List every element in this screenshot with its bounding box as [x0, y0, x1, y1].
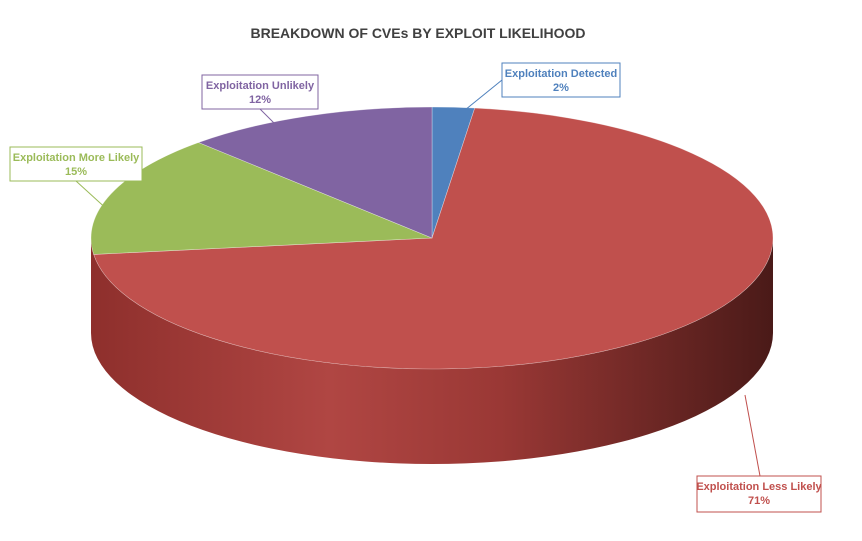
leader-line-less-likely — [744, 394, 761, 477]
pie-side-wall — [91, 238, 773, 464]
callout-labels: Exploitation Detected 2% Exploitation Less… — [9, 62, 823, 513]
callout-name-detected: Exploitation Detected — [505, 68, 617, 80]
pie-slice-exploitation-unlikely — [197, 106, 433, 239]
callout-box-less-likely — [696, 475, 822, 513]
pie-slice-exploitation-more-likely — [90, 142, 433, 255]
leader-line-detected — [464, 79, 503, 111]
callout-name-less-likely: Exploitation Less Likely — [696, 481, 822, 493]
pie-slices — [90, 106, 774, 370]
callout-leader-lines — [75, 79, 761, 477]
callout-value-unlikely: 12% — [249, 94, 271, 106]
callout-box-detected — [501, 62, 621, 98]
callout-name-unlikely: Exploitation Unlikely — [206, 80, 315, 92]
callout-value-less-likely: 71% — [748, 495, 770, 507]
callout-name-more-likely: Exploitation More Likely — [13, 152, 140, 164]
leader-line-more-likely — [75, 180, 111, 213]
pie-slice-exploitation-less-likely — [93, 107, 774, 370]
callout-value-detected: 2% — [553, 82, 569, 94]
callout-box-more-likely — [9, 146, 143, 182]
callout-box-unlikely — [201, 74, 319, 110]
chart-title: BREAKDOWN OF CVEs BY EXPLOIT LIKELIHOOD — [251, 25, 586, 41]
pie-depth-side — [91, 238, 773, 464]
callout-value-more-likely: 15% — [65, 166, 87, 178]
leader-line-unlikely — [259, 108, 276, 125]
